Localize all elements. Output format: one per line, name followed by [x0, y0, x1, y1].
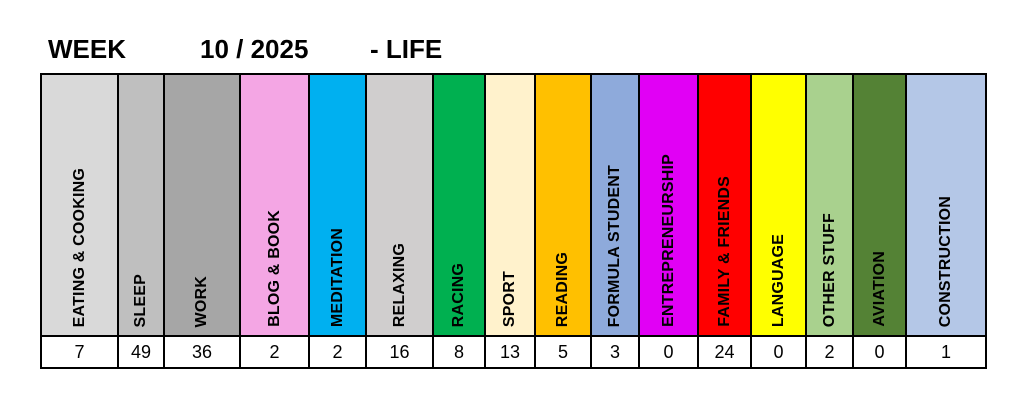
label-cell: EATING & COOKING: [42, 75, 117, 337]
column-label: MEDITATION: [328, 227, 346, 327]
value-cell: 5: [557, 342, 568, 362]
column-label: SLEEP: [132, 273, 149, 327]
column-label: FAMILY & FRIENDS: [715, 176, 733, 327]
column-label: SPORT: [501, 270, 518, 327]
value-cell: 8: [453, 342, 464, 362]
column-meditation: MEDITATION 2: [310, 75, 367, 367]
column-label: AVIATION: [870, 251, 888, 327]
value-cell: 3: [609, 342, 620, 362]
label-cell: LANGUAGE: [752, 75, 805, 337]
label-cell: CONSTRUCTION: [907, 75, 985, 337]
label-cell: WORK: [165, 75, 239, 337]
value-cell: 0: [663, 342, 674, 362]
column-other-stuff: OTHER STUFF 2: [807, 75, 854, 367]
column-language: LANGUAGE 0: [752, 75, 807, 367]
value-cell: 16: [389, 342, 410, 362]
column-label: BLOG & BOOK: [265, 210, 283, 327]
column-label: RELAXING: [390, 242, 408, 327]
column-label: FORMULA STUDENT: [606, 164, 623, 327]
value-cell: 0: [874, 342, 885, 362]
column-label: EATING & COOKING: [70, 167, 88, 327]
value-cell: 24: [714, 342, 735, 362]
label-cell: RACING: [434, 75, 484, 337]
label-cell: FAMILY & FRIENDS: [699, 75, 750, 337]
week-number: 10 / 2025: [200, 34, 309, 64]
column-construction: CONSTRUCTION 1: [907, 75, 985, 367]
label-cell: AVIATION: [854, 75, 905, 337]
week-label: WEEK: [48, 34, 126, 64]
column-label: WORK: [193, 275, 210, 327]
label-cell: RELAXING: [367, 75, 432, 337]
category-label: - LIFE: [370, 34, 443, 64]
column-work: WORK 36: [165, 75, 241, 367]
column-label: ENTREPRENEURSHIP: [659, 153, 677, 327]
column-label: READING: [554, 251, 571, 327]
column-eating-cooking: EATING & COOKING 7: [42, 75, 119, 367]
value-cell: 2: [824, 342, 835, 362]
column-relaxing: RELAXING 16: [367, 75, 434, 367]
column-sleep: SLEEP 49: [119, 75, 165, 367]
label-cell: SPORT: [486, 75, 534, 337]
column-label: CONSTRUCTION: [937, 195, 954, 327]
column-racing: RACING 8: [434, 75, 486, 367]
column-aviation: AVIATION 0: [854, 75, 907, 367]
value-cell: 0: [773, 342, 784, 362]
value-cell: 2: [332, 342, 343, 362]
column-formula-student: FORMULA STUDENT 3: [592, 75, 640, 367]
value-cell: 2: [269, 342, 280, 362]
column-label: LANGUAGE: [769, 233, 787, 327]
label-cell: OTHER STUFF: [807, 75, 852, 337]
value-cell: 49: [130, 342, 152, 362]
column-reading: READING 5: [536, 75, 592, 367]
label-cell: READING: [536, 75, 590, 337]
column-blog-book: BLOG & BOOK 2: [241, 75, 310, 367]
label-cell: MEDITATION: [310, 75, 365, 337]
value-cell: 7: [74, 342, 85, 362]
column-label: RACING: [450, 262, 467, 327]
value-cell: 13: [499, 342, 521, 362]
column-family-friends: FAMILY & FRIENDS 24: [699, 75, 752, 367]
weekly-hours-table: EATING & COOKING 7 SLEEP 49 WORK 36 BLOG…: [40, 73, 987, 369]
label-cell: FORMULA STUDENT: [592, 75, 638, 337]
value-cell: 1: [940, 342, 951, 362]
column-label: OTHER STUFF: [820, 212, 838, 327]
value-cell: 36: [191, 342, 213, 362]
column-entrepreneurship: ENTREPRENEURSHIP 0: [640, 75, 699, 367]
label-cell: SLEEP: [119, 75, 163, 337]
column-sport: SPORT 13: [486, 75, 536, 367]
label-cell: ENTREPRENEURSHIP: [640, 75, 697, 337]
label-cell: BLOG & BOOK: [241, 75, 308, 337]
